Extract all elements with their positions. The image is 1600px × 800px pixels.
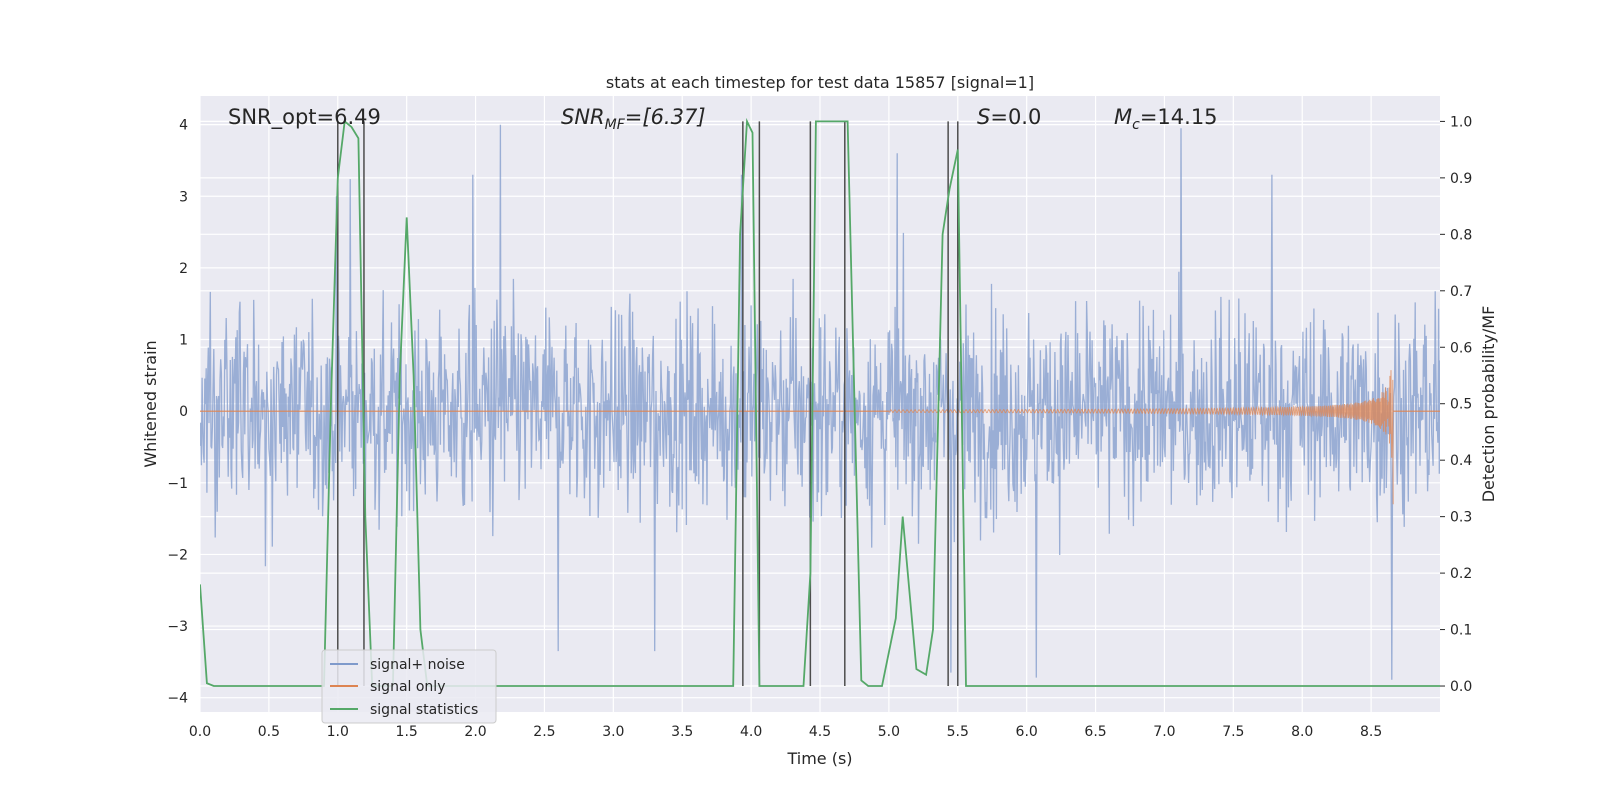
y-tick-label: 4 [179, 118, 188, 134]
y-tick-label: 3 [179, 189, 188, 205]
y-tick-label: −3 [167, 619, 188, 635]
x-tick-label: 3.5 [671, 724, 693, 740]
legend-box [321, 649, 497, 724]
signal-only-chirp [888, 370, 1394, 505]
x-tick-label: 4.5 [809, 724, 831, 740]
right-tick-label: 0.6 [1450, 340, 1472, 356]
right-tick-label: 0.9 [1450, 171, 1472, 187]
y-tick-label: 1 [179, 333, 188, 349]
annotation-s: S=0.0 [977, 105, 1041, 129]
right-tick-label: 0.2 [1450, 566, 1472, 582]
y-axis-label-right: Detection probability/MF [1479, 306, 1498, 503]
x-tick-label: 1.0 [327, 724, 349, 740]
right-tick-label: 0.3 [1450, 510, 1472, 526]
y-tick-label: 2 [179, 261, 188, 277]
x-tick-label: 3.0 [602, 724, 624, 740]
legend-label-noise: signal+ noise [370, 657, 465, 673]
annotation-mc: Mc=14.15 [1114, 105, 1218, 133]
right-tick-label: 0.1 [1450, 623, 1472, 639]
signal-only-series [200, 370, 1440, 505]
legend: signal+ noise signal only signal statist… [321, 649, 497, 724]
legend-label-stats: signal statistics [370, 702, 478, 718]
y-tick-labels: −4 −3 −2 −1 0 1 2 3 4 [167, 118, 188, 707]
x-tick-label: 2.0 [464, 724, 486, 740]
y-tick-label: −1 [167, 476, 188, 492]
x-tick-label: 0.5 [258, 724, 280, 740]
right-tick-label: 1.0 [1450, 114, 1472, 130]
x-tick-label: 2.5 [533, 724, 555, 740]
x-tick-label: 8.5 [1360, 724, 1382, 740]
signal-noise-series [200, 124, 1440, 680]
x-tick-label: 7.0 [1153, 724, 1175, 740]
signal-statistics-series [200, 117, 1440, 687]
y-axis-label: Whitened strain [141, 340, 160, 467]
x-tick-label: 6.5 [1084, 724, 1106, 740]
x-tick-labels: 0.0 0.5 1.0 1.5 2.0 2.5 3.0 3.5 4.0 4.5 5.0 5.5 6.0 6… [189, 724, 1382, 740]
y-tick-label: 0 [179, 404, 188, 420]
x-tick-label: 5.5 [947, 724, 969, 740]
legend-label-signal: signal only [370, 679, 445, 695]
right-tick-label: 0.7 [1450, 284, 1472, 300]
x-tick-label: 1.5 [396, 724, 418, 740]
annotation-snr-mf: SNRMF=[6.37] [561, 105, 706, 133]
x-axis-label: Time (s) [786, 749, 852, 768]
signal-noise-line [200, 124, 1440, 680]
right-tick-label: 0.8 [1450, 227, 1472, 243]
x-tick-label: 4.0 [740, 724, 762, 740]
right-tick-label: 0.0 [1450, 679, 1472, 695]
right-tick-labels: 0.0 0.1 0.2 0.3 0.4 0.5 0.6 0.7 0.8 0.9 1.0 [1440, 114, 1472, 695]
y-tick-label: −4 [167, 691, 188, 707]
x-tick-label: 8.0 [1291, 724, 1313, 740]
x-tick-label: 0.0 [189, 724, 211, 740]
chart-title: stats at each timestep for test data 158… [606, 73, 1034, 92]
signal-statistics-line [200, 117, 1440, 687]
x-tick-label: 6.0 [1016, 724, 1038, 740]
x-tick-label: 5.0 [878, 724, 900, 740]
right-tick-label: 0.4 [1450, 453, 1472, 469]
annotation-snr-opt: SNR_opt=6.49 [228, 105, 381, 130]
x-tick-label: 7.5 [1222, 724, 1244, 740]
right-tick-label: 0.5 [1450, 397, 1472, 413]
y-tick-label: −2 [167, 547, 188, 563]
